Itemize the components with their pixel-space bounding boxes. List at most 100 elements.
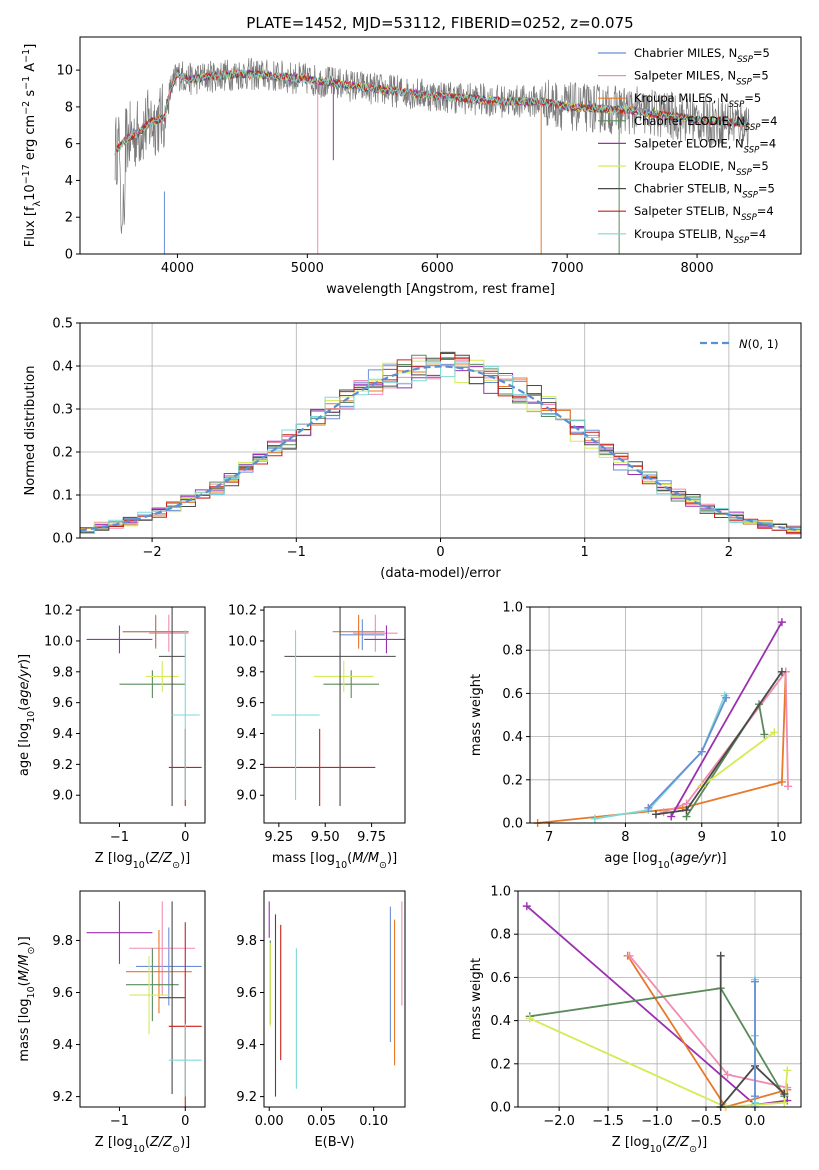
x-tick-label: 10 — [770, 830, 787, 845]
x-tick-label: 0.05 — [307, 1114, 336, 1129]
panel-weight_vs_Z: −2.0 −1.5 −1.0 −0.5 0.0 0.0 0.2 0.4 0.6 0.8 1.0 Z [… — [469, 885, 802, 1155]
y-tick-label: 10.2 — [228, 604, 257, 619]
weight-point-marker — [780, 1098, 789, 1107]
x-tick-label: 4000 — [161, 261, 194, 276]
y-tick-label: 0.6 — [490, 971, 511, 986]
errorbar-point — [158, 901, 186, 1094]
errorbar-point — [129, 901, 196, 996]
x-tick-label: −1.5 — [592, 1114, 624, 1129]
y-tick-label: 10 — [56, 64, 73, 79]
plot-area — [86, 901, 202, 1107]
plot-area — [114, 58, 750, 254]
y-tick-label: 9.2 — [236, 1090, 257, 1105]
axes: −2.0 −1.5 −1.0 −0.5 0.0 0.0 0.2 0.4 0.6 0.8 1.0 Z [… — [469, 885, 802, 1155]
legend-entry: Chabrier MILES, NSSP=5 — [634, 46, 770, 65]
errorbar-point — [264, 728, 376, 807]
weight-point-marker — [770, 728, 779, 737]
y-tick-label: 8 — [65, 100, 73, 115]
axes: 7 8 9 10 0.0 0.2 0.4 0.6 0.8 1.0 age [log10(age/yr… — [469, 601, 802, 871]
x-tick-label: 0.10 — [359, 1114, 388, 1129]
weight-point-marker — [760, 730, 769, 739]
weight-series-line — [537, 671, 787, 824]
errorbar-point — [149, 614, 189, 652]
y-tick-label: 0.1 — [52, 489, 73, 504]
weight-point-marker — [697, 747, 706, 756]
x-axis-label: wavelength [Angstrom, rest frame] — [326, 282, 555, 297]
y-tick-label: 9.6 — [52, 696, 73, 711]
errorbar-point — [323, 670, 380, 699]
weight-point-marker — [682, 806, 691, 815]
y-tick-label: 0.4 — [52, 360, 73, 375]
y-tick-label: 9.2 — [236, 758, 257, 773]
y-axis-label: mass [log10(M/M⊙)] — [17, 936, 37, 1061]
errorbar-point — [353, 614, 398, 652]
weight-series-line — [628, 955, 788, 1089]
errorbar-point — [364, 625, 405, 654]
axes-frame — [517, 890, 802, 1108]
x-axis-label: Z [log10(Z/Z⊙)] — [95, 1135, 190, 1155]
axes-frame — [263, 890, 406, 1108]
weight-series-line — [529, 1017, 789, 1108]
weight-point-marker — [525, 1014, 534, 1023]
legend-entry: Salpeter ELODIE, NSSP=4 — [634, 136, 776, 155]
legend-entry: Kroupa MILES, NSSP=5 — [634, 91, 761, 110]
legend-entry: Salpeter MILES, NSSP=5 — [634, 69, 769, 88]
y-tick-label: 9.6 — [236, 986, 257, 1001]
legend-entry: Kroupa ELODIE, NSSP=5 — [634, 159, 769, 178]
x-tick-label: 0 — [436, 545, 444, 560]
x-axis-label: (data-model)/error — [380, 566, 501, 581]
plot-area — [264, 607, 405, 807]
legend-entry: N(0, 1) — [739, 337, 779, 351]
x-axis-label: Z [log10(Z/Z⊙)] — [95, 851, 190, 871]
x-tick-label: 0.0 — [745, 1114, 766, 1129]
weight-point-marker — [783, 1083, 792, 1092]
y-tick-label: 9.8 — [52, 665, 73, 680]
weight-point-marker — [750, 977, 759, 986]
axes: −2 −1 0 1 2 0.0 0.1 0.2 0.3 0.4 0.5 N(0, 1) (data-mo… — [23, 317, 802, 581]
errorbar-point — [340, 619, 385, 651]
y-tick-label: 9.0 — [52, 789, 73, 804]
x-tick-label: 7000 — [551, 261, 584, 276]
y-tick-label: 0.2 — [502, 773, 523, 788]
weight-point-marker — [784, 782, 793, 791]
x-tick-label: −1 — [110, 830, 129, 845]
errorbar-point — [126, 948, 179, 1022]
x-tick-label: 7 — [545, 830, 553, 845]
y-tick-label: 0.2 — [490, 1057, 511, 1072]
panel-mass_vs_Z: −1 0 9.2 9.4 9.6 9.8 Z [log10(Z/Z⊙)] mass [log1… — [17, 890, 206, 1155]
plot-area — [268, 901, 403, 1097]
x-axis-label: Z [log10(Z/Z⊙)] — [612, 1135, 707, 1155]
y-axis-label: age [log10(age/yr)] — [17, 654, 37, 776]
plot-area — [533, 618, 793, 827]
x-tick-label: 9.25 — [264, 830, 293, 845]
y-tick-label: 9.8 — [236, 934, 257, 949]
x-tick-label: −1 — [110, 1114, 129, 1129]
y-tick-label: 10.0 — [228, 634, 257, 649]
legend-entry: Chabrier STELIB, NSSP=5 — [634, 182, 775, 201]
x-tick-label: 0 — [181, 1114, 189, 1129]
weight-point-marker — [777, 618, 786, 627]
axes: 0.00 0.05 0.10 9.2 9.4 9.6 9.8 E(B-V) — [236, 890, 406, 1150]
weight-series-line — [626, 955, 788, 1109]
y-tick-label: 2 — [65, 211, 73, 226]
y-tick-label: 0.0 — [490, 1101, 511, 1116]
weight-point-marker — [750, 1092, 759, 1101]
x-tick-label: 1 — [581, 545, 589, 560]
y-tick-label: 9.4 — [52, 727, 73, 742]
x-tick-label: −2 — [143, 545, 162, 560]
axes-frame — [79, 36, 802, 255]
weight-series-line — [647, 697, 728, 809]
y-tick-label: 0.4 — [490, 1014, 511, 1029]
legend-entry: Chabrier ELODIE, NSSP=4 — [634, 114, 777, 133]
y-tick-label: 9.2 — [52, 1090, 73, 1105]
y-tick-label: 0.5 — [52, 317, 73, 332]
y-tick-label: 6 — [65, 137, 73, 152]
panel-weight_vs_age: 7 8 9 10 0.0 0.2 0.4 0.6 0.8 1.0 age [log10(age/yr… — [469, 601, 802, 871]
y-tick-label: 10.0 — [44, 634, 73, 649]
y-tick-label: 0.6 — [502, 687, 523, 702]
figure-title: PLATE=1452, MJD=53112, FIBERID=0252, z=0… — [246, 14, 633, 32]
axes: 9.25 9.50 9.75 9.0 9.2 9.4 9.6 9.8 10.0 10.2 mass … — [228, 604, 406, 871]
weight-point-marker — [522, 902, 531, 911]
y-tick-label: 1.0 — [502, 601, 523, 616]
